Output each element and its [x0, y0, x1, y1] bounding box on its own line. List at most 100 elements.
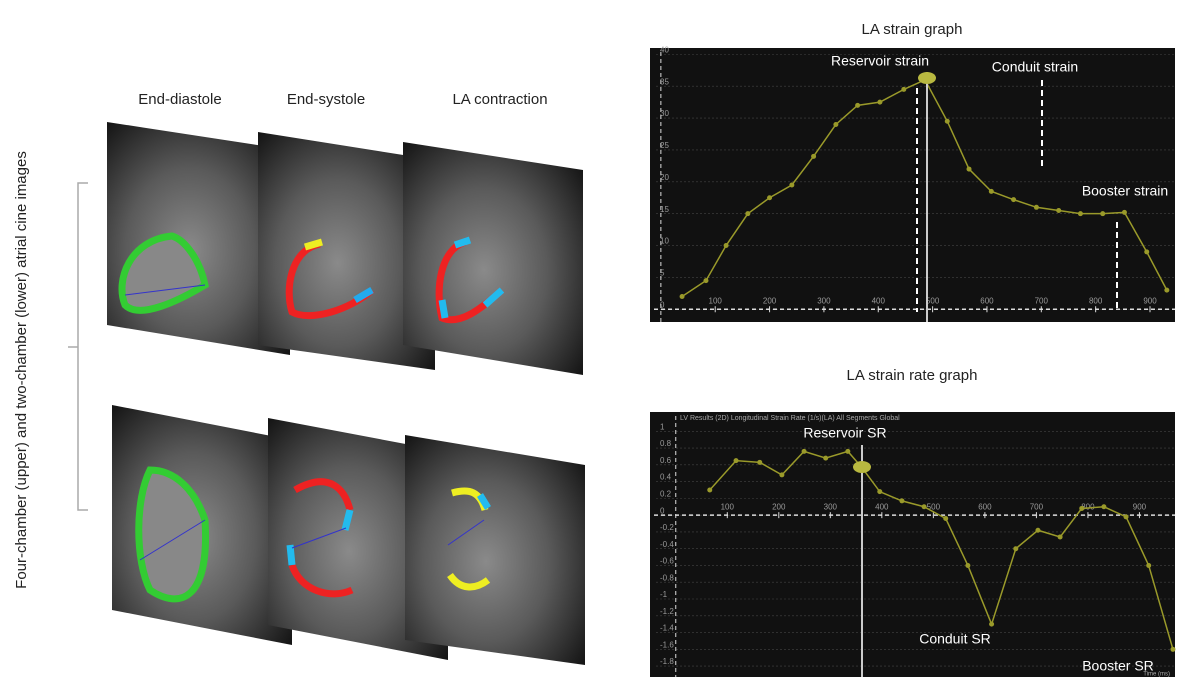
y-tick-label: -0.4 — [660, 540, 674, 549]
point — [1056, 208, 1061, 213]
annotation: Reservoir strain — [831, 53, 929, 69]
y-tick-label: 0 — [660, 506, 665, 515]
point — [779, 472, 784, 477]
point — [1058, 534, 1063, 539]
point — [724, 243, 729, 248]
point — [965, 563, 970, 568]
highlight — [918, 72, 936, 84]
point — [802, 449, 807, 454]
column-label: End-systole — [287, 91, 365, 108]
y-tick-label: -1.2 — [660, 607, 674, 616]
side-label: Four-chamber (upper) and two-chamber (lo… — [13, 151, 30, 589]
point — [1034, 205, 1039, 210]
x-tick-label: 200 — [763, 296, 777, 305]
point — [789, 183, 794, 188]
point — [1170, 647, 1175, 652]
x-tick-label: 700 — [1035, 296, 1049, 305]
point — [823, 456, 828, 461]
x-tick-label: 400 — [872, 296, 886, 305]
x-tick-label: 900 — [1143, 296, 1157, 305]
x-tick-label: 600 — [980, 296, 994, 305]
x-tick-label: 300 — [817, 296, 831, 305]
y-tick-label: 40 — [660, 45, 669, 54]
point — [1144, 249, 1149, 254]
y-tick-label: 15 — [660, 205, 669, 214]
point — [989, 622, 994, 627]
point — [1100, 211, 1105, 216]
point — [680, 294, 685, 299]
annotation: Booster strain — [1082, 183, 1168, 199]
y-tick-label: 0.2 — [660, 489, 672, 498]
x-tick-label: 400 — [875, 502, 889, 511]
y-tick-label: 0.4 — [660, 473, 672, 482]
y-tick-label: -1 — [660, 590, 668, 599]
chart-title: LA strain rate graph — [847, 367, 978, 384]
point — [1146, 563, 1151, 568]
point — [943, 516, 948, 521]
point — [734, 458, 739, 463]
point — [1079, 506, 1084, 511]
highlight — [853, 461, 871, 473]
x-tick-label: 500 — [926, 296, 940, 305]
point — [967, 167, 972, 172]
point — [1013, 546, 1018, 551]
y-tick-label: 10 — [660, 237, 669, 246]
x-tick-label: 900 — [1133, 502, 1147, 511]
y-tick-label: 0.8 — [660, 439, 672, 448]
y-tick-label: 1 — [660, 422, 665, 431]
point — [922, 504, 927, 509]
y-tick-label: -0.2 — [660, 523, 674, 532]
x-tick-label: 200 — [772, 502, 786, 511]
point — [767, 195, 772, 200]
y-tick-label: -1.4 — [660, 624, 674, 633]
point — [845, 449, 850, 454]
point — [1164, 288, 1169, 293]
y-tick-label: 35 — [660, 77, 669, 86]
x-tick-label: 100 — [721, 502, 735, 511]
x-tick-label: 600 — [978, 502, 992, 511]
x-tick-label: 700 — [1030, 502, 1044, 511]
page: Four-chamber (upper) and two-chamber (lo… — [0, 0, 1184, 680]
image — [405, 435, 585, 665]
column-label: LA contraction — [452, 91, 547, 108]
chart-subtitle: LV Results (2D) Longitudinal Strain Rate… — [680, 415, 900, 422]
y-tick-label: -1.6 — [660, 640, 674, 649]
annotation: Reservoir SR — [803, 425, 886, 441]
annotation: Conduit strain — [992, 59, 1078, 75]
x-tick-label: 800 — [1089, 296, 1103, 305]
point — [1122, 210, 1127, 215]
point — [877, 100, 882, 105]
point — [811, 154, 816, 159]
point — [989, 189, 994, 194]
column-label: End-diastole — [138, 91, 221, 108]
bracket — [68, 183, 88, 510]
x-tick-label: 300 — [824, 502, 838, 511]
point — [1035, 528, 1040, 533]
point — [877, 489, 882, 494]
y-tick-label: -0.6 — [660, 557, 674, 566]
point — [1011, 197, 1016, 202]
y-tick-label: -1.8 — [660, 657, 674, 666]
point — [757, 460, 762, 465]
x-tick-label: 100 — [709, 296, 723, 305]
y-tick-label: 30 — [660, 109, 669, 118]
point — [707, 487, 712, 492]
chart-title: LA strain graph — [862, 21, 963, 38]
mri-images — [107, 122, 585, 665]
y-tick-label: -0.8 — [660, 573, 674, 582]
point — [1078, 211, 1083, 216]
point — [901, 87, 906, 92]
plot-area — [650, 412, 1175, 677]
contour — [305, 242, 322, 247]
annotation: Conduit SR — [919, 631, 991, 647]
image — [403, 142, 583, 375]
point — [945, 119, 950, 124]
point — [703, 278, 708, 283]
y-tick-label: 25 — [660, 141, 669, 150]
y-tick-label: 20 — [660, 173, 669, 182]
point — [1101, 504, 1106, 509]
point — [745, 211, 750, 216]
point — [855, 103, 860, 108]
figure: Four-chamber (upper) and two-chamber (lo… — [0, 0, 1184, 680]
point — [899, 498, 904, 503]
